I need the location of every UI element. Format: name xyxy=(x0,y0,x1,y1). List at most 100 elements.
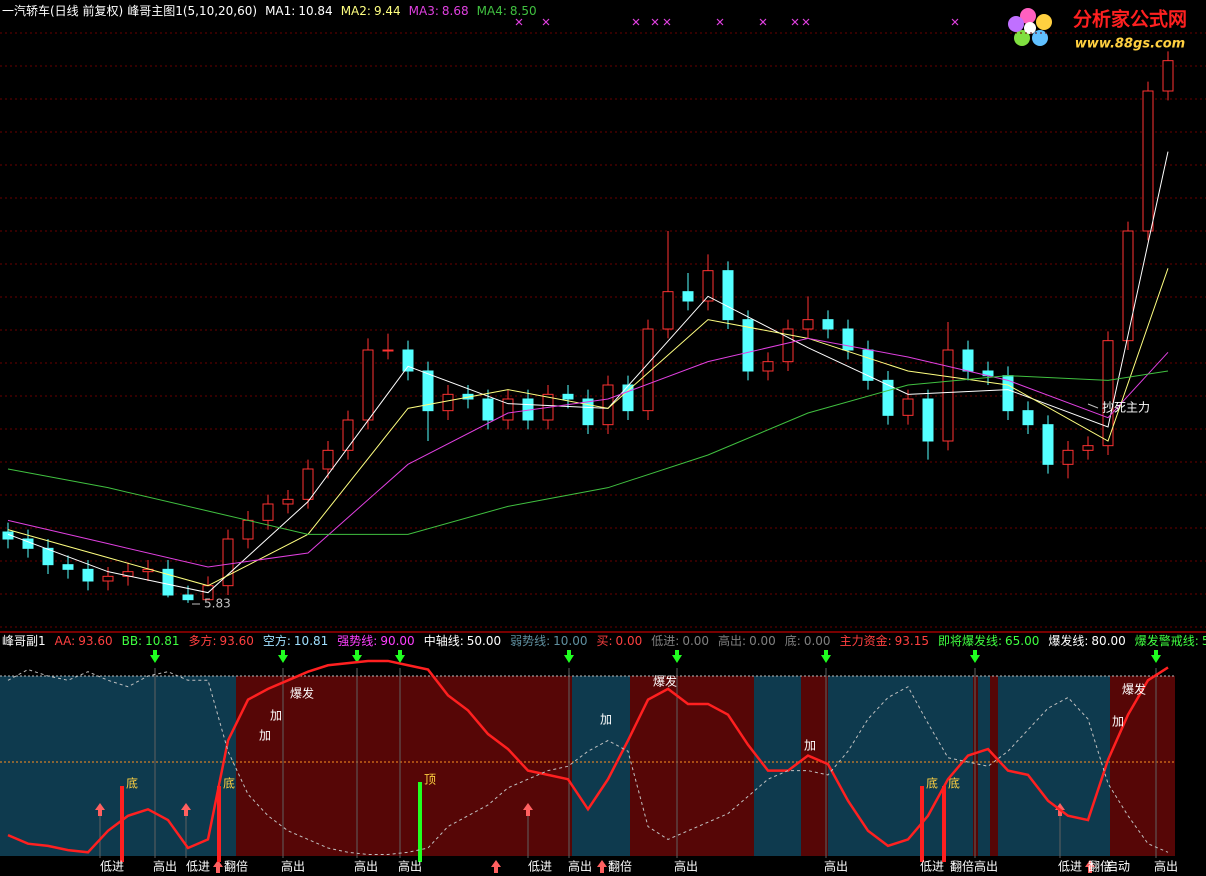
annotation-tick xyxy=(1087,403,1099,409)
ma-label: MA3: xyxy=(409,4,439,18)
candle-body xyxy=(1162,60,1174,92)
candle-body xyxy=(1042,424,1054,465)
capital-line xyxy=(7,659,1169,854)
logo-petal xyxy=(1014,30,1030,46)
candle-body xyxy=(482,398,494,421)
down-arrow xyxy=(672,650,682,663)
sub-label: 爆发线: xyxy=(1048,633,1088,648)
candle-body xyxy=(342,419,354,451)
ma-label: MA1: xyxy=(265,4,295,18)
sub-value: 93.60 xyxy=(78,634,112,648)
candle-body xyxy=(162,568,174,596)
signal-note: 加 xyxy=(1112,715,1124,729)
bottom-label: 高出 xyxy=(153,859,177,874)
candle-body xyxy=(882,379,894,416)
bottom-label: 高出 xyxy=(281,859,305,874)
logo-url: www.88gs.com xyxy=(1075,37,1185,52)
bottom-label: 翻倍 xyxy=(950,859,974,874)
candle-body xyxy=(322,449,334,470)
signal-label: 顶 xyxy=(424,773,436,787)
candle-body xyxy=(962,349,974,372)
signal-cross xyxy=(759,18,767,26)
bottom-label: 低进 xyxy=(100,860,124,874)
candle-body xyxy=(42,547,54,566)
candle-body xyxy=(782,328,794,363)
bottom-label: 低进 xyxy=(1058,860,1082,874)
sub-label: 高出: xyxy=(718,633,746,648)
signal-bar xyxy=(217,786,221,862)
signal-label: 底 xyxy=(223,776,235,791)
signal-cross xyxy=(802,18,810,26)
candle-body xyxy=(422,370,434,412)
signal-label: 底 xyxy=(926,776,938,791)
candle-body xyxy=(442,393,454,412)
zone xyxy=(828,676,973,856)
bottom-label: 高出 xyxy=(354,859,378,874)
up-arrow xyxy=(491,860,501,873)
bottom-label: 高出 xyxy=(1154,859,1178,874)
down-arrow xyxy=(564,650,574,663)
candle-body xyxy=(562,393,574,400)
bottom-label: 低进 xyxy=(186,860,210,874)
candle-body xyxy=(1002,375,1014,412)
candle-body xyxy=(742,319,754,372)
sub-label: 买: xyxy=(597,634,613,648)
signal-note: 爆发 xyxy=(1122,682,1146,697)
bottom-label: 高出 xyxy=(568,859,592,874)
candle-body xyxy=(582,398,594,426)
candle-body xyxy=(362,349,374,421)
sub-value: 50.00 xyxy=(467,634,501,648)
candle-body xyxy=(1102,340,1114,447)
bottom-label: 高出 xyxy=(974,859,998,874)
signal-note: 加 xyxy=(804,739,816,753)
sub-label: 主力资金: xyxy=(840,633,892,648)
up-arrow xyxy=(1085,860,1095,873)
candle-body xyxy=(1142,90,1154,232)
up-arrow xyxy=(95,803,105,816)
candle-body xyxy=(762,361,774,372)
sub-value: 10.00 xyxy=(553,634,587,648)
down-arrow xyxy=(395,650,405,663)
ma-value: 10.84 xyxy=(298,4,332,18)
candle-body xyxy=(2,531,14,540)
indicator-name: 峰哥主图1(5,10,20,60) xyxy=(127,4,257,18)
candle-body xyxy=(802,319,814,330)
bottom-label: 高出 xyxy=(824,859,848,874)
ma-line xyxy=(7,337,1169,568)
sub-value: 65.00 xyxy=(1005,634,1039,648)
zone xyxy=(801,676,828,856)
zone xyxy=(1110,676,1175,856)
zone xyxy=(0,676,236,856)
candle-body xyxy=(622,384,634,412)
down-arrow xyxy=(278,650,288,663)
sub-value: 0.00 xyxy=(682,634,709,648)
up-arrow xyxy=(523,803,533,816)
logo-petal xyxy=(1032,30,1048,46)
signal-note: 加 xyxy=(270,709,282,723)
signal-cross xyxy=(515,18,523,26)
ma-value: 9.44 xyxy=(374,4,401,18)
sub-label: 空方: xyxy=(263,633,291,648)
signal-note: 爆发 xyxy=(653,674,677,689)
stock-name: 一汽轿车(日线 前复权) xyxy=(2,3,123,18)
signal-cross xyxy=(716,18,724,26)
signal-cross xyxy=(791,18,799,26)
header: 一汽轿车(日线 前复权) 峰哥主图1(5,10,20,60) MA1: 10.84 MA… xyxy=(2,3,537,18)
down-arrow xyxy=(970,650,980,663)
bottom-label: 启动 xyxy=(1106,860,1130,874)
zone xyxy=(998,676,1110,856)
candle-body xyxy=(302,468,314,500)
annotation: 5.83 xyxy=(204,597,231,611)
zone xyxy=(630,676,754,856)
sub-label: 中轴线: xyxy=(424,633,464,648)
sub-label: AA: xyxy=(55,634,76,648)
sub-label: 低进: xyxy=(651,634,679,648)
down-arrow xyxy=(821,650,831,663)
zone xyxy=(236,676,572,856)
bottom-label: 低进 xyxy=(528,860,552,874)
sub-label: 弱势线: xyxy=(510,634,550,648)
up-arrow xyxy=(181,803,191,816)
logo-center xyxy=(1024,22,1036,34)
signal-note: 加 xyxy=(600,713,612,727)
